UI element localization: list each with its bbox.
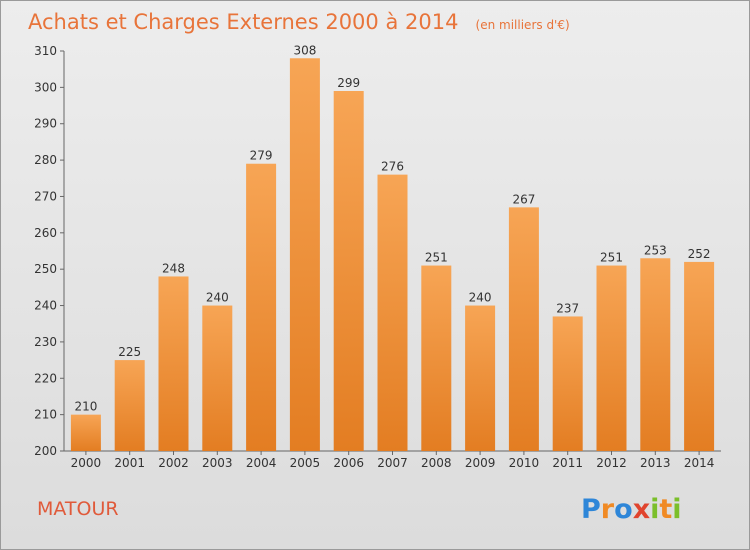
y-tick-label: 270 [34,189,57,203]
bar-value-label: 299 [337,76,360,90]
bar-value-label: 210 [74,400,97,414]
bar [377,174,408,452]
bar [114,360,145,451]
bar-value-label: 279 [250,149,273,163]
bar [552,316,583,451]
chart-subtitle: (en milliers d'€) [476,18,570,32]
bar-value-label: 240 [206,291,229,305]
x-tick-label: 2012 [596,456,627,470]
bar [640,258,671,451]
logo-letter: i [672,494,681,525]
x-tick-label: 2004 [246,456,277,470]
bar-value-label: 253 [644,243,667,257]
x-tick-label: 2011 [552,456,583,470]
plot-area: 200 210 220 230 240 250 260 270 280 290 300 310 210 2… [34,43,721,470]
y-tick-label: 210 [34,408,57,422]
x-tick-label: 2008 [421,456,452,470]
x-tick-label: 2003 [202,456,233,470]
x-tick-label: 2009 [465,456,496,470]
bar [333,91,364,451]
bar [158,276,189,451]
bar [684,261,715,451]
logo-letter: t [659,494,672,525]
bar [70,414,101,451]
x-tick-label: 2014 [684,456,715,470]
bar [465,305,496,451]
x-tick-label: 2005 [290,456,321,470]
bar [508,207,539,451]
y-tick-label: 230 [34,335,57,349]
y-tick-label: 220 [34,371,57,385]
y-tick-label: 310 [34,44,57,58]
y-tick-label: 240 [34,299,57,313]
x-tick-label: 2006 [333,456,364,470]
y-tick-label: 280 [34,153,57,167]
x-tick-label: 2002 [158,456,189,470]
bar-value-label: 251 [600,251,623,265]
x-tick-label: 2010 [509,456,540,470]
bar [421,265,452,451]
logo-letter: i [650,494,659,525]
x-tick-label: 2001 [114,456,145,470]
x-tick-label: 2007 [377,456,408,470]
logo-text: Proxiti [581,494,682,525]
commune-name: MATOUR [37,498,119,520]
y-tick-label: 290 [34,117,57,131]
bar-value-label: 308 [293,43,316,57]
bar [596,265,627,451]
bar-value-label: 267 [512,192,535,206]
bar [246,163,277,451]
y-tick-label: 200 [34,444,57,458]
proxiti-logo: Proxiti [581,494,682,525]
y-tick-label: 260 [34,226,57,240]
bar-value-label: 240 [469,291,492,305]
bar-value-label: 251 [425,251,448,265]
x-tick-label: 2013 [640,456,671,470]
bar-value-label: 248 [162,261,185,275]
chart-title: Achats et Charges Externes 2000 à 2014 (… [28,10,570,34]
bar-value-label: 276 [381,160,404,174]
y-tick-label: 300 [34,80,57,94]
bar-value-label: 225 [118,345,141,359]
logo-letter: P [581,494,601,525]
bar [202,305,233,451]
logo-letter: r [601,494,615,525]
x-tick-label: 2000 [71,456,102,470]
logo-letter: o [614,494,633,525]
bar-value-label: 252 [688,247,711,261]
logo-letter: x [633,494,650,525]
bar-value-label: 237 [556,301,579,315]
bar [289,58,320,451]
chart-title-text: Achats et Charges Externes 2000 à 2014 [28,10,458,34]
y-tick-label: 250 [34,262,57,276]
